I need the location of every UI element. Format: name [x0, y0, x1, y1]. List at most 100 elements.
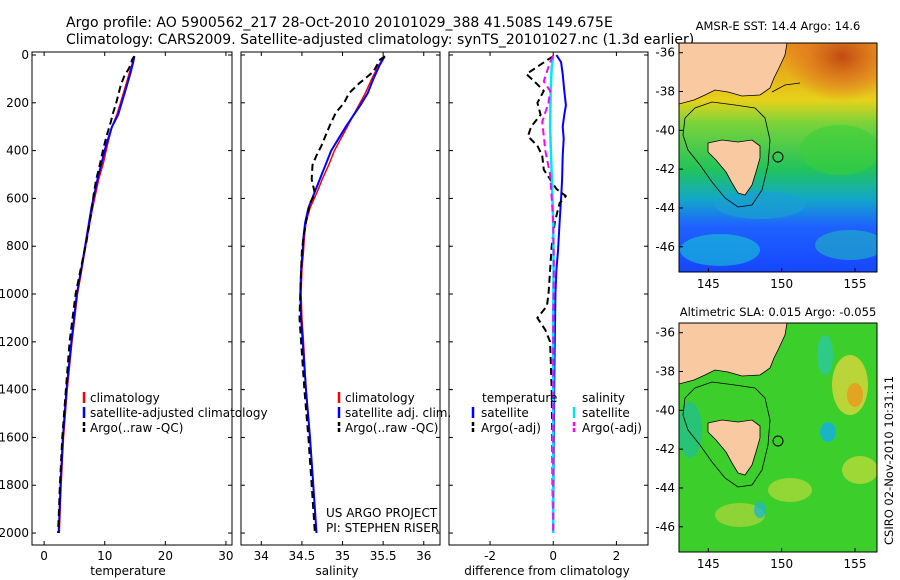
- legend-satellite: satellite-adjusted climatology: [90, 406, 268, 420]
- map-y-tick-label: -40: [655, 123, 675, 137]
- map-x-tick-label: 155: [844, 557, 867, 571]
- sla-map: [679, 323, 877, 552]
- temperature-panel-frame: [31, 51, 233, 546]
- map-y-tick-label: -36: [655, 326, 675, 340]
- map-x-tick-label: 145: [697, 277, 720, 291]
- sla-orange-patch: [847, 383, 863, 407]
- y-tick-label: 800: [6, 239, 29, 253]
- x-tick-label: -2: [484, 549, 496, 563]
- legend-temp-argo: Argo(-adj): [481, 421, 541, 435]
- legend-climatology: climatology: [90, 391, 160, 405]
- difference-panel-frame: [448, 51, 649, 546]
- series-temperature-argo: [525, 55, 567, 534]
- sst-green-patch: [800, 125, 877, 175]
- legend-temperature-title: temperature: [482, 391, 557, 405]
- map-y-tick-label: -42: [655, 442, 675, 456]
- map-y-tick-label: -46: [655, 520, 675, 534]
- sla-yellow-patch-2: [768, 478, 812, 502]
- x-tick-label: 35: [335, 549, 350, 563]
- map-x-tick-label: 155: [844, 277, 867, 291]
- map-x-tick-label: 150: [770, 557, 793, 571]
- argo-marker: [772, 151, 784, 163]
- y-tick-label: 1000: [0, 287, 29, 301]
- y-tick-label: 200: [6, 96, 29, 110]
- sla-map-axes: 145 150 155 -36 -38 -40 -42 -44 -46: [655, 326, 866, 571]
- legend-sal-argo: Argo(-adj): [582, 421, 642, 435]
- y-tick-label: 1400: [0, 383, 29, 397]
- series-salinity-argo: [541, 55, 555, 533]
- y-tick-label: 600: [6, 191, 29, 205]
- y-tick-label: 2000: [0, 526, 29, 540]
- difference-xlabel: difference from climatology: [464, 564, 630, 578]
- x-tick-label: 30: [218, 549, 233, 563]
- sla-yellow-patch: [832, 355, 868, 415]
- sla-blue-patch-2: [754, 502, 766, 518]
- x-tick-label: 0: [549, 549, 557, 563]
- header-line1: Argo profile: AO 5900562_217 28-Oct-2010…: [66, 15, 613, 31]
- sst-map: [679, 43, 877, 272]
- sla-yellow-patch-3: [842, 456, 877, 484]
- map-y-tick-label: -46: [655, 240, 675, 254]
- y-tick-label: 1600: [0, 430, 29, 444]
- sla-blue-patch: [820, 422, 836, 442]
- sst-cyan-patch-2: [815, 230, 877, 260]
- x-tick-label: 34: [254, 549, 269, 563]
- map-y-tick-label: -40: [655, 403, 675, 417]
- legend-argo: Argo(..raw -QC): [90, 421, 183, 435]
- y-tick-label: 0: [21, 48, 29, 62]
- series-argo: [298, 55, 386, 534]
- y-tick-label: 1200: [0, 335, 29, 349]
- map-x-tick-label: 145: [697, 557, 720, 571]
- sla-map-frame: [678, 322, 878, 553]
- sst-map-axes: 145 150 155 -36 -38 -40 -42 -44 -46: [655, 46, 866, 291]
- argo-marker: [772, 435, 784, 447]
- sla-teal-patch-2: [679, 402, 702, 458]
- mainland-land: [679, 43, 788, 105]
- shelf-contour: [682, 381, 771, 488]
- temperature-chart: 0 200 400 600 800 1000 1200 1400 1600 1800 2000 0 10…: [0, 48, 234, 563]
- legend-sal-satellite: satellite: [582, 406, 630, 420]
- series-argo: [57, 55, 136, 534]
- mainland-land: [679, 323, 788, 385]
- x-tick-label: 10: [97, 549, 112, 563]
- map-y-tick-label: -38: [655, 365, 675, 379]
- x-tick-label: 2: [613, 549, 621, 563]
- salinity-chart: 34 34.5 35 35.5 36: [241, 52, 440, 563]
- sst-map-frame: [678, 42, 878, 273]
- sst-teal-patch: [715, 191, 805, 219]
- x-tick-label: 35.5: [370, 549, 397, 563]
- project-label: US ARGO PROJECT: [326, 506, 438, 520]
- series-temperature-satellite: [552, 54, 567, 534]
- tasmania-land: [707, 139, 761, 196]
- salinity-xlabel: salinity: [315, 564, 358, 578]
- x-tick-label: 0: [40, 549, 48, 563]
- series-satellite: [299, 55, 386, 534]
- y-tick-label: 400: [6, 144, 29, 158]
- salinity-legend: climatology satellite adj. clim. Argo(..…: [326, 391, 451, 535]
- sla-teal-patch: [817, 335, 833, 375]
- map-y-tick-label: -38: [655, 85, 675, 99]
- legend-salinity-title: salinity: [582, 391, 625, 405]
- legend-satellite: satellite adj. clim.: [345, 406, 451, 420]
- series-satellite: [57, 56, 136, 534]
- series-climatology: [58, 56, 135, 534]
- shelf-contour: [682, 101, 771, 208]
- sla-map-title: Altimetric SLA: 0.015 Argo: -0.055: [680, 305, 877, 319]
- map-y-tick-label: -44: [655, 481, 675, 495]
- map-y-tick-label: -36: [655, 46, 675, 60]
- csiro-stamp: CSIRO 02-Nov-2010 10:31:11: [882, 376, 896, 545]
- sla-yellow-patch-4: [715, 503, 765, 527]
- salinity-panel-frame: [240, 51, 441, 546]
- y-tick-label: 1800: [0, 478, 29, 492]
- coast-contour: [771, 82, 801, 93]
- series-climatology: [300, 55, 386, 534]
- x-tick-label: 36: [416, 549, 431, 563]
- legend-temp-satellite: satellite: [481, 406, 529, 420]
- difference-chart: -2 0 2: [449, 52, 648, 563]
- sst-map-title: AMSR-E SST: 14.4 Argo: 14.6: [696, 19, 861, 33]
- temperature-xlabel: temperature: [90, 564, 165, 578]
- x-tick-label: 20: [158, 549, 173, 563]
- legend-climatology: climatology: [345, 391, 415, 405]
- temperature-legend: climatology satellite-adjusted climatolo…: [82, 391, 268, 435]
